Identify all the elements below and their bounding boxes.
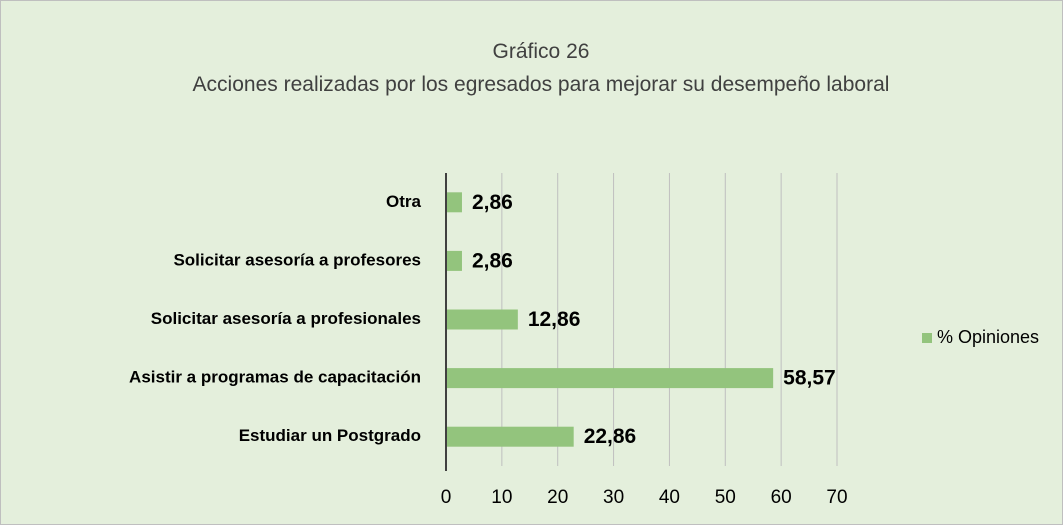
y-tick-label: Asistir a programas de capacitación — [129, 368, 421, 387]
data-label: 22,86 — [584, 425, 637, 448]
bar — [446, 426, 574, 447]
x-tick-label: 0 — [441, 487, 452, 508]
data-label: 2,86 — [472, 191, 513, 214]
x-tick-label: 30 — [603, 487, 624, 508]
bar — [446, 309, 518, 330]
legend-label: % Opiniones — [937, 327, 1039, 347]
data-label: 12,86 — [528, 308, 581, 331]
y-tick-label: Estudiar un Postgrado — [239, 426, 421, 445]
x-tick-label: 40 — [659, 487, 680, 508]
y-tick-label: Otra — [386, 192, 422, 211]
chart-subtitle: Acciones realizadas por los egresados pa… — [192, 73, 890, 96]
x-tick-label: 10 — [491, 487, 512, 508]
x-tick-label: 70 — [826, 487, 847, 508]
y-tick-label: Solicitar asesoría a profesores — [173, 250, 421, 269]
data-label: 58,57 — [783, 367, 836, 390]
bar — [446, 250, 462, 271]
x-tick-label: 50 — [715, 487, 736, 508]
titles: Gráfico 26 Acciones realizadas por los e… — [181, 35, 901, 101]
bar — [446, 192, 462, 213]
bar — [446, 368, 774, 389]
x-tick-label: 60 — [771, 487, 792, 508]
data-label: 2,86 — [472, 249, 513, 272]
y-tick-label: Solicitar asesoría a profesionales — [151, 309, 421, 328]
chart-title: Gráfico 26 — [492, 40, 590, 63]
x-tick-label: 20 — [547, 487, 568, 508]
legend-swatch — [922, 333, 932, 343]
